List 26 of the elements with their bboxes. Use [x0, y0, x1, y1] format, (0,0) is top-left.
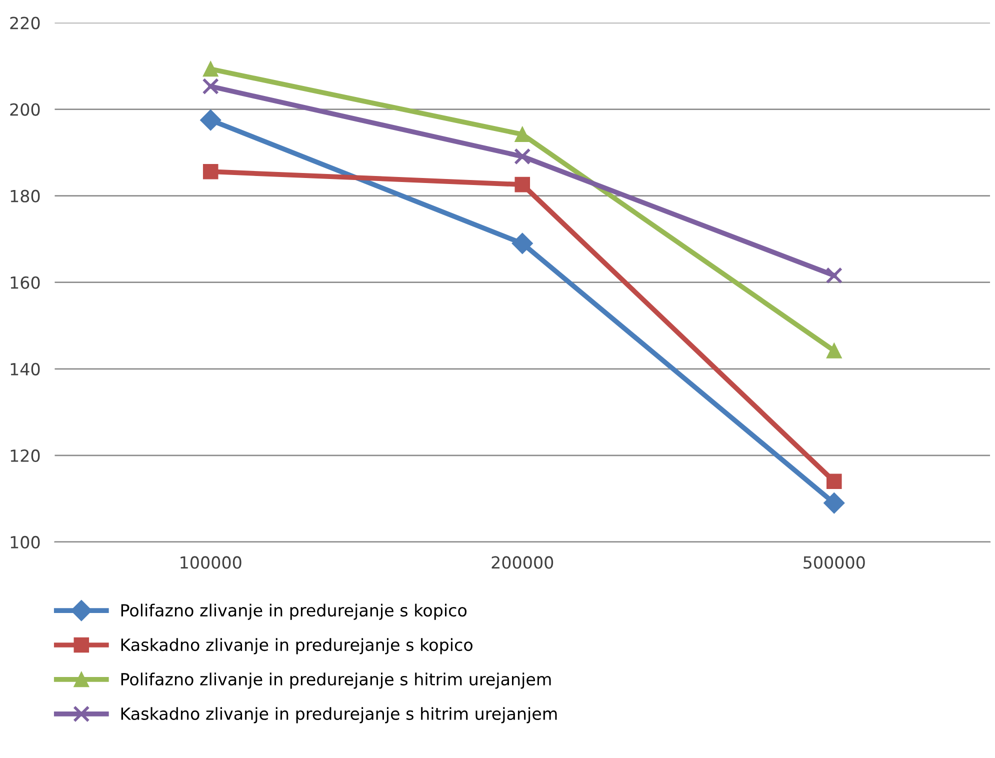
point — [826, 267, 842, 284]
x-tick-label: 100000 — [180, 556, 242, 569]
legend-label: Kaskadno zlivanje in predurejanje s kopico — [121, 638, 472, 654]
y-tick-label: 120 — [10, 449, 40, 462]
point — [202, 78, 219, 95]
y-tick-label: 180 — [10, 190, 40, 202]
x-tick-label: 200000 — [492, 556, 554, 569]
point — [826, 343, 842, 358]
y-tick-label: 220 — [10, 16, 40, 30]
point — [202, 61, 218, 77]
y-tick-label: 160 — [10, 276, 40, 289]
point — [202, 164, 218, 180]
point — [514, 126, 530, 142]
point — [514, 148, 531, 165]
point — [824, 492, 845, 514]
x-tick-label: 500000 — [804, 556, 865, 569]
y-tick-label: 200 — [10, 103, 40, 116]
y-tick-label: 100 — [10, 536, 40, 549]
point — [512, 232, 533, 254]
legend-label: Polifazno zlivanje in predurejanje s kopico — [121, 604, 467, 620]
y-tick-label: 140 — [10, 362, 40, 376]
point — [826, 474, 842, 490]
point — [200, 110, 222, 131]
legend-label: Polifazno zlivanje in predurejanje s hitrim urejanjem — [121, 672, 551, 689]
legend-label: Kaskadno zlivanje in predurejanje s hitrim urejanjem — [121, 707, 557, 724]
point — [514, 176, 530, 192]
